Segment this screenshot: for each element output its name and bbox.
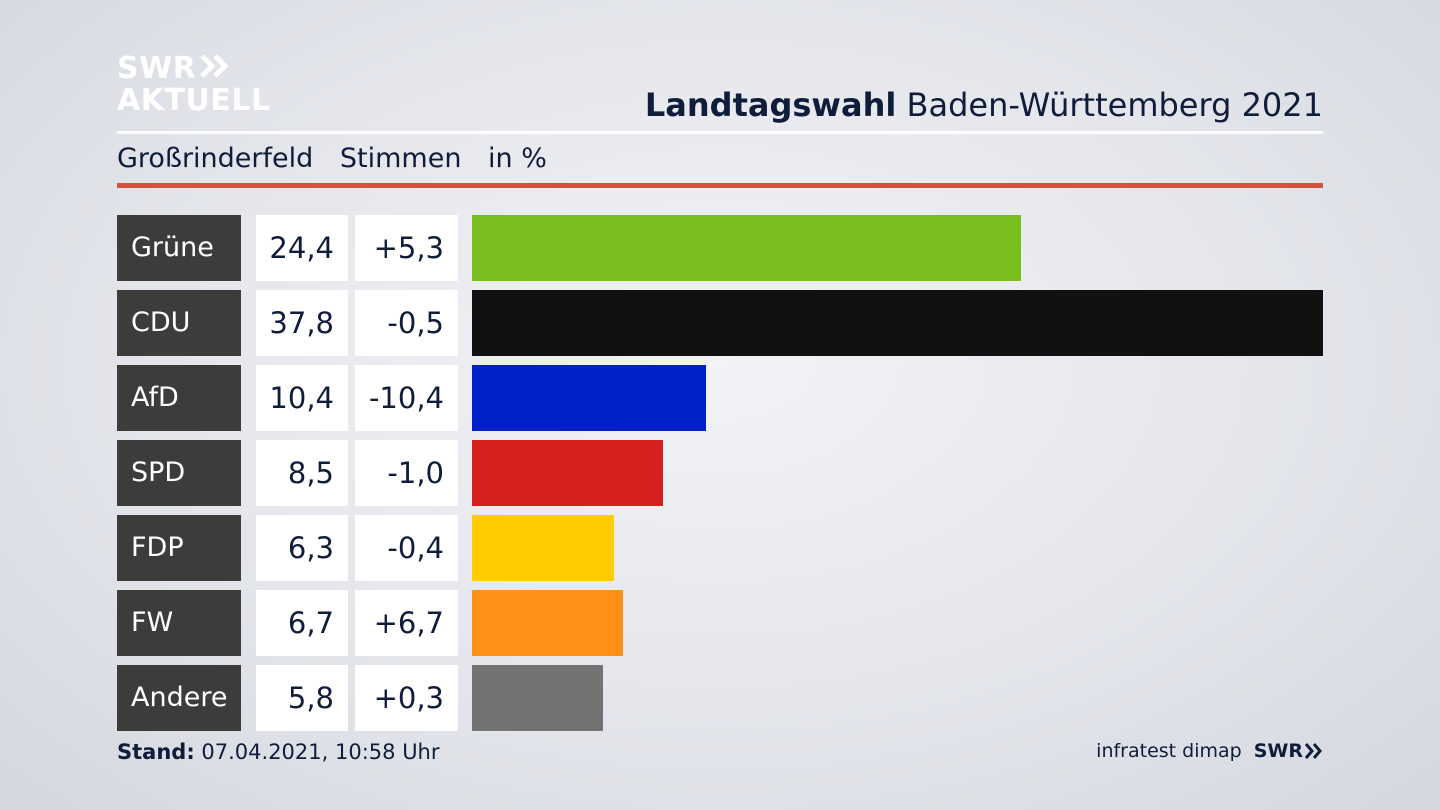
bar <box>472 290 1323 356</box>
source-credit: infratest dimap SWR <box>1096 740 1323 762</box>
chart-row: FW 6,7 +6,7 <box>117 590 1323 656</box>
vote-change-label: -0,4 <box>355 515 458 581</box>
bar-track <box>472 665 1323 731</box>
stand-value: 07.04.2021, 10:58 Uhr <box>201 740 440 764</box>
bar <box>472 365 707 431</box>
page-title: Landtagswahl Baden-Württemberg 2021 <box>645 86 1323 124</box>
chart-row: SPD 8,5 -1,0 <box>117 440 1323 506</box>
measure-label: Stimmen <box>339 143 462 174</box>
swr-brand: SWR <box>1254 740 1323 762</box>
vote-share-label: 37,8 <box>256 290 348 356</box>
vote-change-label: -0,5 <box>355 290 458 356</box>
chart-row: FDP 6,3 -0,4 <box>117 515 1323 581</box>
header-divider <box>117 131 1323 134</box>
unit-label: in % <box>488 143 547 174</box>
party-label: SPD <box>117 440 241 506</box>
chart-row: AfD 10,4 -10,4 <box>117 365 1323 431</box>
chart-subheader: Großrinderfeld Stimmen in % <box>117 143 565 174</box>
bar <box>472 440 664 506</box>
vote-share-label: 8,5 <box>256 440 348 506</box>
vote-share-label: 5,8 <box>256 665 348 731</box>
stand-label: Stand: <box>117 740 195 764</box>
source-label: infratest dimap <box>1096 740 1242 762</box>
bar <box>472 215 1022 281</box>
vote-change-label: -10,4 <box>355 365 458 431</box>
double-chevron-icon <box>200 54 230 84</box>
accent-divider <box>117 183 1323 188</box>
vote-change-label: +5,3 <box>355 215 458 281</box>
location-label: Großrinderfeld <box>117 143 314 174</box>
chart-row: CDU 37,8 -0,5 <box>117 290 1323 356</box>
vote-share-label: 6,7 <box>256 590 348 656</box>
chart-row: Grüne 24,4 +5,3 <box>117 215 1323 281</box>
party-label: Grüne <box>117 215 241 281</box>
bar-track <box>472 215 1323 281</box>
logo-text-aktuell: AKTUELL <box>117 83 271 118</box>
logo-text-swr: SWR <box>117 51 197 86</box>
bar-track <box>472 590 1323 656</box>
small-chevron-icon <box>1305 743 1322 759</box>
vote-change-label: +6,7 <box>355 590 458 656</box>
bar <box>472 665 603 731</box>
bar-track <box>472 290 1323 356</box>
bar <box>472 590 623 656</box>
party-label: FW <box>117 590 241 656</box>
vote-change-label: -1,0 <box>355 440 458 506</box>
vote-share-label: 24,4 <box>256 215 348 281</box>
vote-change-label: +0,3 <box>355 665 458 731</box>
title-rest: Baden-Württemberg 2021 <box>906 86 1324 124</box>
bar-track <box>472 515 1323 581</box>
party-label: FDP <box>117 515 241 581</box>
title-bold: Landtagswahl <box>644 86 897 124</box>
vote-share-label: 10,4 <box>256 365 348 431</box>
vote-share-label: 6,3 <box>256 515 348 581</box>
bar-track <box>472 365 1323 431</box>
bar <box>472 515 614 581</box>
party-label: Andere <box>117 665 241 731</box>
timestamp: Stand: 07.04.2021, 10:58 Uhr <box>117 740 440 764</box>
party-label: AfD <box>117 365 241 431</box>
bar-track <box>472 440 1323 506</box>
swr-aktuell-logo: SWR AKTUELL <box>117 54 271 116</box>
swr-brand-text: SWR <box>1253 740 1303 762</box>
party-label: CDU <box>117 290 241 356</box>
chart-row: Andere 5,8 +0,3 <box>117 665 1323 731</box>
